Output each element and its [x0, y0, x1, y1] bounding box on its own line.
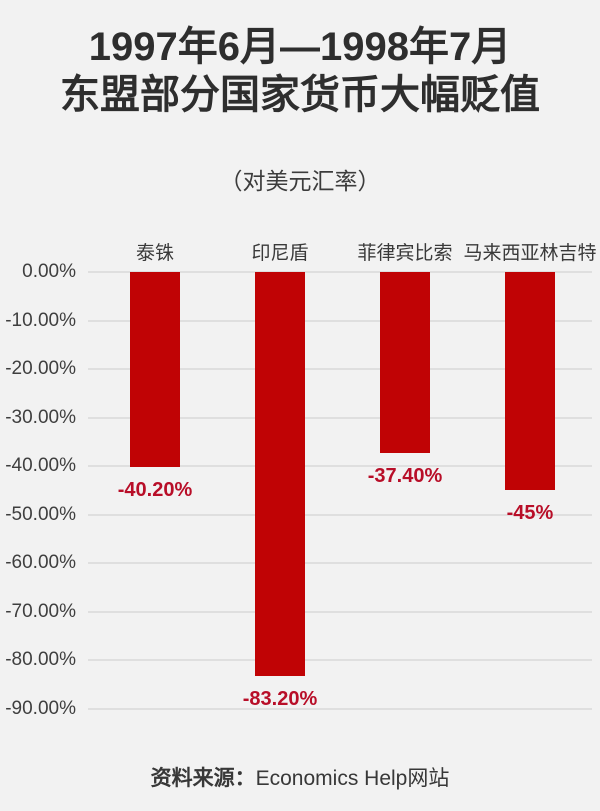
y-axis-tick-label: -90.00%	[5, 698, 76, 719]
source-value: Economics Help网站	[255, 767, 450, 790]
bar	[380, 272, 430, 453]
y-axis-tick-label: -80.00%	[5, 649, 76, 670]
gridline	[88, 465, 592, 467]
bar	[505, 272, 555, 490]
gridline	[88, 659, 592, 661]
gridline	[88, 514, 592, 516]
value-label: -40.20%	[117, 479, 193, 501]
gridline	[88, 708, 592, 710]
y-axis-tick-label: -40.00%	[5, 455, 76, 476]
y-axis-tick-label: -50.00%	[5, 504, 76, 525]
gridline	[88, 368, 592, 370]
bar	[255, 272, 305, 676]
source-label: 资料来源：	[150, 767, 256, 790]
chart-subtitle: （对美元汇率）	[219, 169, 381, 194]
y-axis-tick-label: -30.00%	[5, 407, 76, 428]
gridline	[88, 271, 592, 273]
source-note: 资料来源：Economics Help网站	[0, 762, 600, 792]
y-axis-tick-label: -70.00%	[5, 601, 76, 622]
value-label: -45%	[506, 502, 554, 524]
gridline	[88, 417, 592, 419]
category-label: 印尼盾	[251, 243, 309, 264]
page-title-line1: 1997年6月—1998年7月	[88, 25, 512, 69]
gridline	[88, 562, 592, 564]
y-axis-tick-label: 0.00%	[22, 261, 76, 282]
value-label: -37.40%	[367, 465, 443, 487]
page-title-line2: 东盟部分国家货币大幅贬值	[60, 73, 540, 117]
category-label: 泰铢	[135, 243, 174, 264]
gridline	[88, 320, 592, 322]
value-label: -83.20%	[242, 688, 318, 710]
category-label: 菲律宾比索	[357, 243, 453, 264]
y-axis-tick-label: -10.00%	[5, 310, 76, 331]
y-axis-tick-label: -20.00%	[5, 358, 76, 379]
bar	[130, 272, 180, 467]
gridline	[88, 611, 592, 613]
y-axis-tick-label: -60.00%	[5, 552, 76, 573]
category-label: 马来西亚林吉特	[463, 243, 597, 264]
